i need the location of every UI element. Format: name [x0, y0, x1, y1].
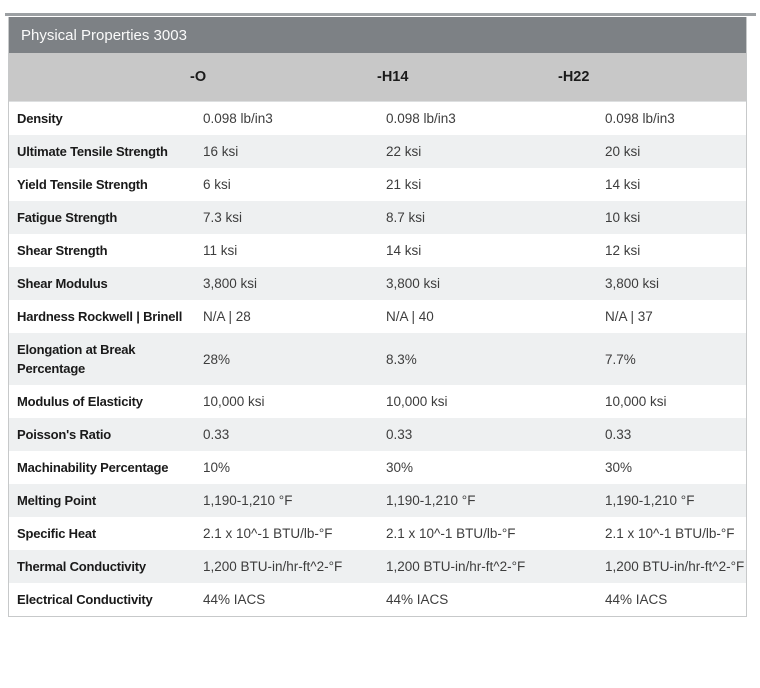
table-row: Ultimate Tensile Strength 16 ksi 22 ksi 20 …: [9, 135, 746, 168]
property-value-cell: 3,800 ksi: [203, 276, 258, 291]
property-value-cell: 8.7 ksi: [386, 210, 426, 225]
table-row: Electrical Conductivity 44% IACS 44% IACS 4…: [9, 583, 746, 616]
property-value-cell: 10,000 ksi: [605, 394, 667, 409]
table-row: Machinability Percentage 10% 30% 30%: [9, 451, 746, 484]
physical-properties-table: Physical Properties 3003 -O -H14 -H22 De…: [8, 17, 747, 617]
property-value-cell: 7.7%: [605, 351, 636, 367]
table-body: Density 0.098 lb/in3 0.098 lb/in3 0.098 lb/…: [9, 102, 746, 616]
property-value-cell: 44% IACS: [605, 592, 668, 607]
property-value-cell: 0.33: [203, 427, 230, 442]
property-value-cell: 11 ksi: [203, 243, 238, 258]
property-value-cell: 8.3%: [386, 351, 417, 367]
property-name-cell: Shear Modulus: [17, 276, 108, 291]
property-value-cell: 22 ksi: [386, 144, 422, 159]
page: Physical Properties 3003 -O -H14 -H22 De…: [5, 13, 756, 617]
property-value-cell: 10,000 ksi: [386, 394, 448, 409]
top-divider: [5, 13, 756, 16]
property-value-cell: 3,800 ksi: [386, 276, 441, 291]
property-value-cell: 10,000 ksi: [203, 394, 265, 409]
property-value-cell: N/A | 40: [386, 309, 434, 324]
property-name-cell: Modulus of Elasticity: [17, 394, 143, 409]
property-value-cell: 2.1 x 10^-1 BTU/lb-°F: [203, 526, 333, 541]
property-name-cell: Fatigue Strength: [17, 210, 118, 225]
property-value-cell: 0.098 lb/in3: [203, 111, 273, 126]
column-header-h14: -H14: [377, 68, 409, 85]
property-value-cell: 30%: [605, 460, 633, 475]
property-value-cell: 1,190-1,210 °F: [386, 493, 476, 508]
property-value-cell: 0.33: [386, 427, 413, 442]
property-value-cell: 16 ksi: [203, 144, 239, 159]
property-value-cell: 44% IACS: [386, 592, 449, 607]
property-value-cell: 7.3 ksi: [203, 210, 243, 225]
property-value-cell: 1,190-1,210 °F: [605, 493, 695, 508]
property-value-cell: 14 ksi: [386, 243, 422, 258]
table-row: Yield Tensile Strength 6 ksi 21 ksi 14 ksi: [9, 168, 746, 201]
property-name-cell: Hardness Rockwell | Brinell: [17, 309, 183, 324]
property-value-cell: 1,200 BTU-in/hr-ft^2-°F: [386, 559, 526, 574]
property-value-cell: 10 ksi: [605, 210, 641, 225]
table-row: Hardness Rockwell | Brinell N/A | 28 N/A |…: [9, 300, 746, 333]
property-value-cell: 0.098 lb/in3: [605, 111, 675, 126]
property-value-cell: 1,200 BTU-in/hr-ft^2-°F: [203, 559, 343, 574]
property-value-cell: 10%: [203, 460, 231, 475]
property-value-cell: 14 ksi: [605, 177, 641, 192]
property-value-cell: 1,200 BTU-in/hr-ft^2-°F: [605, 559, 745, 574]
property-name-cell: Electrical Conductivity: [17, 592, 153, 607]
table-title: Physical Properties 3003: [21, 26, 187, 44]
property-name-cell: Thermal Conductivity: [17, 559, 146, 574]
property-name-cell: Melting Point: [17, 493, 96, 508]
property-value-cell: N/A | 28: [203, 309, 251, 324]
property-value-cell: 0.33: [605, 427, 632, 442]
property-value-cell: 3,800 ksi: [605, 276, 660, 291]
table-title-bar: Physical Properties 3003: [9, 17, 746, 53]
table-row: Elongation at Break Percentage 28% 8.3% 7.7…: [9, 333, 746, 385]
property-name-cell: Ultimate Tensile Strength: [17, 144, 168, 159]
property-value-cell: 30%: [386, 460, 414, 475]
property-value-cell: 44% IACS: [203, 592, 266, 607]
column-header-o: -O: [190, 68, 207, 85]
table-row: Shear Modulus 3,800 ksi 3,800 ksi 3,800 ksi: [9, 267, 746, 300]
property-value-cell: 20 ksi: [605, 144, 641, 159]
property-name-cell: Yield Tensile Strength: [17, 177, 148, 192]
property-value-cell: N/A | 37: [605, 309, 653, 324]
property-name-cell: Machinability Percentage: [17, 460, 169, 475]
property-value-cell: 1,190-1,210 °F: [203, 493, 293, 508]
property-value-cell: 12 ksi: [605, 243, 641, 258]
property-name-cell: Density: [17, 111, 63, 126]
property-value-cell: 0.098 lb/in3: [386, 111, 456, 126]
property-name-cell: Specific Heat: [17, 526, 97, 541]
table-row: Fatigue Strength 7.3 ksi 8.7 ksi 10 ksi: [9, 201, 746, 234]
property-value-cell: 6 ksi: [203, 177, 231, 192]
property-value-cell: 21 ksi: [386, 177, 422, 192]
table-row: Shear Strength 11 ksi 14 ksi 12 ksi: [9, 234, 746, 267]
table-row: Specific Heat 2.1 x 10^-1 BTU/lb-°F 2.1 x …: [9, 517, 746, 550]
property-name-cell: Elongation at Break Percentage: [17, 342, 136, 376]
table-header-row: -O -H14 -H22: [9, 53, 746, 102]
table-row: Density 0.098 lb/in3 0.098 lb/in3 0.098 lb/…: [9, 102, 746, 135]
property-value-cell: 2.1 x 10^-1 BTU/lb-°F: [605, 526, 735, 541]
table-row: Poisson's Ratio 0.33 0.33 0.33: [9, 418, 746, 451]
property-name-cell: Shear Strength: [17, 243, 108, 258]
table-row: Thermal Conductivity 1,200 BTU-in/hr-ft^2…: [9, 550, 746, 583]
property-value-cell: 28%: [203, 351, 231, 367]
column-header-h22: -H22: [558, 68, 590, 85]
property-value-cell: 2.1 x 10^-1 BTU/lb-°F: [386, 526, 516, 541]
table-row: Melting Point 1,190-1,210 °F 1,190-1,210 °…: [9, 484, 746, 517]
table-row: Modulus of Elasticity 10,000 ksi 10,000 ks…: [9, 385, 746, 418]
property-name-cell: Poisson's Ratio: [17, 427, 111, 442]
